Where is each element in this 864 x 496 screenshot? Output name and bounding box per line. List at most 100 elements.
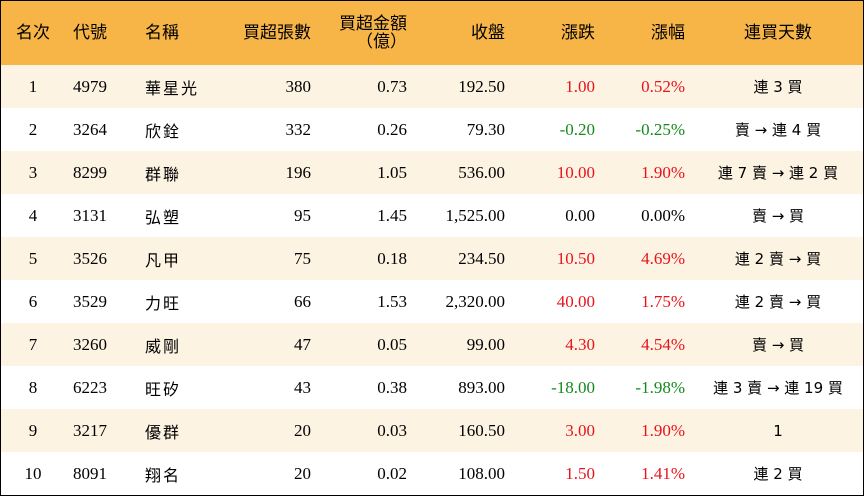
cell-rank: 8 (28, 377, 38, 397)
cell-code[interactable]: 3260 (73, 334, 107, 354)
cell-close: 160.50 (458, 420, 505, 440)
cell-streak: 連 7 賣 → 連 2 買 (717, 164, 839, 182)
cell-code[interactable]: 3217 (73, 420, 107, 440)
cell-change: 0.00 (565, 205, 595, 225)
cell-net-buy-lots: 95 (294, 205, 311, 225)
cell-streak: 賣 → 連 4 買 (734, 121, 822, 139)
cell-code[interactable]: 3529 (73, 291, 107, 311)
table-row[interactable]: 10 8091 翔名 20 0.02 108.00 1.50 1.41% 連 2… (1, 452, 863, 495)
cell-name[interactable]: 華星光 (145, 78, 200, 98)
cell-code[interactable]: 3264 (73, 119, 107, 139)
cell-net-buy-lots: 20 (294, 463, 311, 483)
cell-change-pct: 1.75% (641, 291, 685, 311)
cell-name[interactable]: 優群 (145, 422, 182, 442)
cell-change: 1.50 (565, 463, 595, 483)
cell-net-buy-lots: 43 (294, 377, 311, 397)
cell-close: 79.30 (466, 119, 505, 139)
cell-change-pct: 4.69% (641, 248, 685, 268)
table-row[interactable]: 1 4979 華星光 380 0.73 192.50 1.00 0.52% 連 … (1, 65, 863, 108)
header-rank[interactable]: 名次 (16, 23, 50, 43)
header-net-buy-amount[interactable]: 買超金額 （億） (319, 1, 415, 65)
cell-code[interactable]: 4979 (73, 76, 107, 96)
header-streak[interactable]: 連買天數 (744, 23, 812, 43)
cell-rank: 1 (28, 76, 38, 96)
table-body: 1 4979 華星光 380 0.73 192.50 1.00 0.52% 連 … (1, 65, 863, 495)
header-net-buy-amount-line1: 買超金額 (339, 14, 407, 34)
cell-net-buy-amount: 0.02 (377, 463, 407, 483)
table-row[interactable]: 5 3526 凡甲 75 0.18 234.50 10.50 4.69% 連 2… (1, 237, 863, 280)
cell-close: 234.50 (458, 248, 505, 268)
cell-code[interactable]: 3526 (73, 248, 107, 268)
cell-close: 893.00 (458, 377, 505, 397)
cell-net-buy-lots: 66 (294, 291, 311, 311)
cell-streak: 連 2 賣 → 買 (734, 293, 822, 311)
cell-net-buy-amount: 0.26 (377, 119, 407, 139)
cell-name[interactable]: 凡甲 (145, 250, 182, 270)
cell-code[interactable]: 3131 (73, 205, 107, 225)
cell-change: 4.30 (565, 334, 595, 354)
cell-rank: 7 (28, 334, 38, 354)
table-row[interactable]: 2 3264 欣銓 332 0.26 79.30 -0.20 -0.25% 賣 … (1, 108, 863, 151)
cell-net-buy-amount: 1.45 (377, 205, 407, 225)
cell-change-pct: 1.90% (641, 420, 685, 440)
cell-change-pct: 1.41% (641, 463, 685, 483)
cell-change-pct: 4.54% (641, 334, 685, 354)
cell-change: 10.00 (556, 162, 595, 182)
table-row[interactable]: 9 3217 優群 20 0.03 160.50 3.00 1.90% 1 (1, 409, 863, 452)
cell-name[interactable]: 旺矽 (145, 379, 182, 399)
header-name[interactable]: 名稱 (145, 23, 179, 43)
cell-code[interactable]: 8299 (73, 162, 107, 182)
cell-rank: 5 (28, 248, 38, 268)
cell-name[interactable]: 弘塑 (145, 207, 182, 227)
cell-streak: 連 2 賣 → 買 (734, 250, 822, 268)
header-change-pct[interactable]: 漲幅 (651, 23, 685, 43)
cell-streak: 賣 → 買 (751, 207, 805, 225)
table-row[interactable]: 6 3529 力旺 66 1.53 2,320.00 40.00 1.75% 連… (1, 280, 863, 323)
cell-net-buy-lots: 75 (294, 248, 311, 268)
cell-net-buy-amount: 1.05 (377, 162, 407, 182)
cell-streak: 連 3 買 (753, 78, 803, 96)
cell-net-buy-lots: 380 (285, 76, 312, 96)
cell-close: 108.00 (458, 463, 505, 483)
cell-close: 536.00 (458, 162, 505, 182)
cell-change-pct: -1.98% (635, 377, 685, 397)
cell-name[interactable]: 威剛 (145, 336, 182, 356)
cell-net-buy-amount: 0.73 (377, 76, 407, 96)
table-row[interactable]: 8 6223 旺矽 43 0.38 893.00 -18.00 -1.98% 連… (1, 366, 863, 409)
cell-net-buy-lots: 332 (285, 119, 312, 139)
header-code[interactable]: 代號 (73, 23, 107, 43)
cell-name[interactable]: 翔名 (145, 465, 182, 485)
table-row[interactable]: 3 8299 群聯 196 1.05 536.00 10.00 1.90% 連 … (1, 151, 863, 194)
table-row[interactable]: 7 3260 威剛 47 0.05 99.00 4.30 4.54% 賣 → 買 (1, 323, 863, 366)
cell-code[interactable]: 8091 (73, 463, 107, 483)
table-header-row: 名次 代號 名稱 買超張數 買超金額 （億） 收盤 漲跌 漲幅 連買天數 (1, 1, 863, 65)
cell-net-buy-amount: 0.38 (377, 377, 407, 397)
cell-rank: 10 (24, 463, 42, 483)
table-row[interactable]: 4 3131 弘塑 95 1.45 1,525.00 0.00 0.00% 賣 … (1, 194, 863, 237)
cell-close: 2,320.00 (445, 291, 506, 311)
cell-change-pct: 0.52% (641, 76, 685, 96)
cell-name[interactable]: 欣銓 (145, 121, 182, 141)
cell-rank: 4 (28, 205, 38, 225)
cell-name[interactable]: 力旺 (145, 293, 182, 313)
cell-net-buy-amount: 1.53 (377, 291, 407, 311)
cell-name[interactable]: 群聯 (145, 164, 182, 184)
cell-change: 3.00 (565, 420, 595, 440)
cell-change: 10.50 (556, 248, 595, 268)
cell-streak: 1 (773, 421, 783, 440)
header-net-buy-amount-line2: （億） (356, 32, 407, 52)
cell-streak: 連 2 買 (753, 465, 803, 483)
cell-change-pct: 1.90% (641, 162, 685, 182)
cell-net-buy-amount: 0.18 (377, 248, 407, 268)
cell-code[interactable]: 6223 (73, 377, 107, 397)
cell-close: 192.50 (458, 76, 505, 96)
header-change[interactable]: 漲跌 (561, 23, 595, 43)
cell-close: 1,525.00 (445, 205, 506, 225)
cell-streak: 賣 → 買 (751, 336, 805, 354)
cell-rank: 2 (28, 119, 38, 139)
header-close[interactable]: 收盤 (471, 23, 505, 43)
header-net-buy-lots[interactable]: 買超張數 (243, 23, 311, 43)
cell-rank: 9 (28, 420, 38, 440)
